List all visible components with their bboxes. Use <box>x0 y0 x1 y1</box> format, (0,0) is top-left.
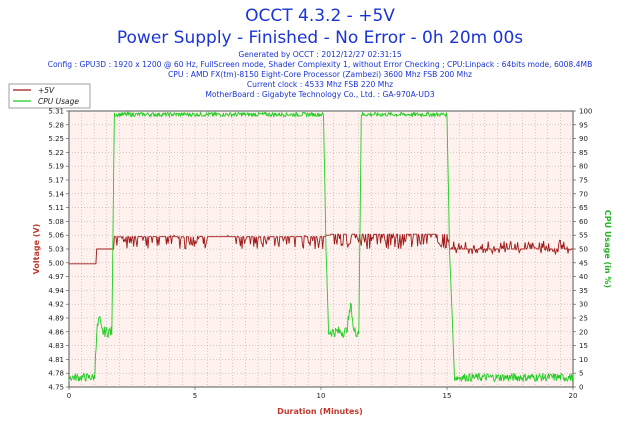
y2-tick-label: 65 <box>579 204 588 212</box>
y2-tick-label: 20 <box>579 328 588 336</box>
ticks: 4.75 4.78 4.81 4.83 4.86 4.89 4.92 4.94 4.97 5.00… <box>48 108 592 401</box>
x-tick-label: 20 <box>569 392 578 400</box>
info-cpu: CPU : AMD FX(tm)-8150 Eight-Core Process… <box>168 70 472 79</box>
y-tick-label: 5.03 <box>48 246 64 254</box>
y2-tick-label: 55 <box>579 232 588 240</box>
y-tick-label: 4.89 <box>48 315 64 323</box>
y2-axis-label: CPU Usage (in %) <box>603 210 612 288</box>
y-tick-label: 5.31 <box>48 108 64 116</box>
y2-tick-label: 70 <box>579 190 588 198</box>
y-axis-label: Voltage (V) <box>32 224 41 275</box>
y2-tick-label: 100 <box>579 108 592 116</box>
legend-box <box>8 83 91 109</box>
y2-tick-label: 95 <box>579 121 588 129</box>
series-cpu-line <box>68 110 574 383</box>
x-tick-label: 10 <box>317 392 326 400</box>
x-tick-label: 0 <box>67 392 71 400</box>
y-tick-label: 4.83 <box>48 342 64 350</box>
y2-tick-label: 85 <box>579 149 588 157</box>
y-tick-label: 4.78 <box>48 370 64 378</box>
chart-title: OCCT 4.3.2 - +5V <box>245 6 395 26</box>
y2-tick-label: 60 <box>579 218 588 226</box>
x-tick-label: 5 <box>193 392 197 400</box>
series-voltage-line <box>69 232 573 265</box>
y-tick-label: 5.06 <box>48 232 64 240</box>
y-tick-label: 4.94 <box>48 287 64 295</box>
y2-tick-label: 5 <box>579 370 583 378</box>
y2-tick-label: 40 <box>579 273 588 281</box>
y-tick-label: 5.11 <box>48 204 64 212</box>
series-layer <box>68 110 574 383</box>
legend-cpu-label: CPU Usage <box>38 97 79 106</box>
y-tick-label: 5.28 <box>48 121 64 129</box>
y-tick-label: 4.92 <box>48 301 64 309</box>
chart-subtitle: Power Supply - Finished - No Error - 0h … <box>117 28 523 48</box>
y2-tick-label: 15 <box>579 342 588 350</box>
y-tick-label: 5.25 <box>48 135 64 143</box>
y-tick-label: 5.00 <box>48 259 64 267</box>
info-motherboard: MotherBoard : Gigabyte Technology Co., L… <box>205 90 434 99</box>
legend: +5V CPU Usage <box>8 83 91 109</box>
legend-voltage-label: +5V <box>38 86 55 95</box>
info-config: Config : GPU3D : 1920 x 1200 @ 60 Hz, Fu… <box>48 60 593 69</box>
y-tick-label: 4.75 <box>48 384 64 392</box>
y-tick-label: 5.19 <box>48 163 64 171</box>
y2-tick-label: 25 <box>579 315 588 323</box>
y2-tick-label: 45 <box>579 259 588 267</box>
info-clock: Current clock : 4533 Mhz FSB 220 Mhz <box>247 80 393 89</box>
y2-tick-label: 75 <box>579 177 588 185</box>
y-tick-label: 5.14 <box>48 190 64 198</box>
y2-tick-label: 80 <box>579 163 588 171</box>
y2-tick-label: 35 <box>579 287 588 295</box>
y-tick-label: 4.86 <box>48 328 64 336</box>
y-tick-label: 4.97 <box>48 273 64 281</box>
y2-tick-label: 50 <box>579 246 588 254</box>
y2-tick-label: 0 <box>579 384 583 392</box>
x-axis-label: Duration (Minutes) <box>277 407 363 416</box>
info-generated: Generated by OCCT : 2012/12/27 02:31:15 <box>238 50 401 59</box>
y2-tick-label: 90 <box>579 135 588 143</box>
y-tick-label: 4.81 <box>48 356 64 364</box>
grid <box>69 111 573 387</box>
y-tick-label: 5.22 <box>48 149 64 157</box>
x-tick-label: 15 <box>443 392 452 400</box>
y-tick-label: 5.17 <box>48 177 64 185</box>
y-tick-label: 5.08 <box>48 218 64 226</box>
y2-tick-label: 30 <box>579 301 588 309</box>
y2-tick-label: 10 <box>579 356 588 364</box>
